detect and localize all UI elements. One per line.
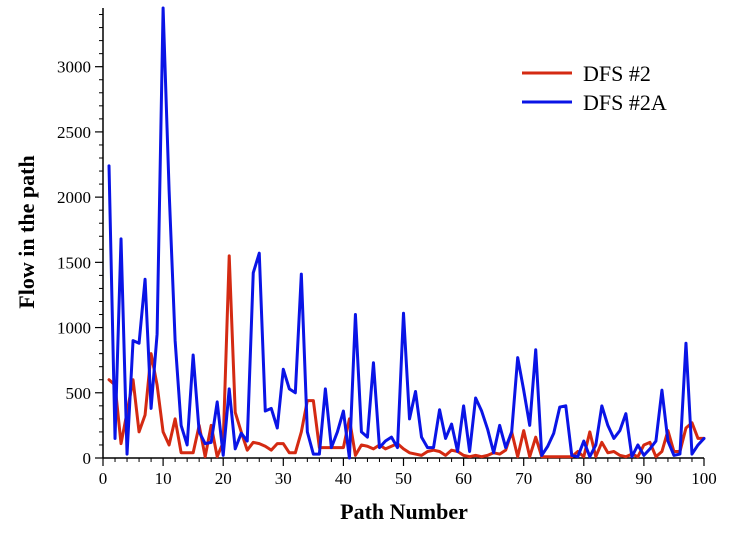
y-tick-label: 2000 — [57, 188, 91, 207]
y-tick-label: 2500 — [57, 123, 91, 142]
x-tick-label: 80 — [575, 469, 592, 488]
x-tick-label: 70 — [515, 469, 532, 488]
y-tick-label: 1000 — [57, 319, 91, 338]
y-tick-label: 3000 — [57, 58, 91, 77]
legend: DFS #2 DFS #2A — [522, 61, 667, 115]
x-tick-label: 60 — [455, 469, 472, 488]
legend-label-dfs-2a: DFS #2A — [583, 90, 667, 115]
x-tick-label: 0 — [99, 469, 108, 488]
x-tick-label: 40 — [335, 469, 352, 488]
series-layer — [107, 6, 706, 460]
x-tick-label: 20 — [215, 469, 232, 488]
y-tick-label: 1500 — [57, 253, 91, 272]
x-axis-title: Path Number — [340, 499, 468, 524]
y-axis-title: Flow in the path — [14, 155, 39, 308]
series-line-dfs-2 — [107, 254, 706, 459]
y-tick-label: 0 — [83, 449, 92, 468]
x-tick-label: 10 — [155, 469, 172, 488]
legend-label-dfs-2: DFS #2 — [583, 61, 651, 86]
x-tick-label: 50 — [395, 469, 412, 488]
y-tick-label: 500 — [66, 384, 92, 403]
series-line-dfs-2a — [107, 6, 706, 460]
x-tick-label: 30 — [275, 469, 292, 488]
x-tick-label: 90 — [635, 469, 652, 488]
ticks: 0 10 20 30 40 50 60 70 80 90 100050010001500200025… — [57, 14, 717, 488]
x-tick-label: 100 — [691, 469, 717, 488]
